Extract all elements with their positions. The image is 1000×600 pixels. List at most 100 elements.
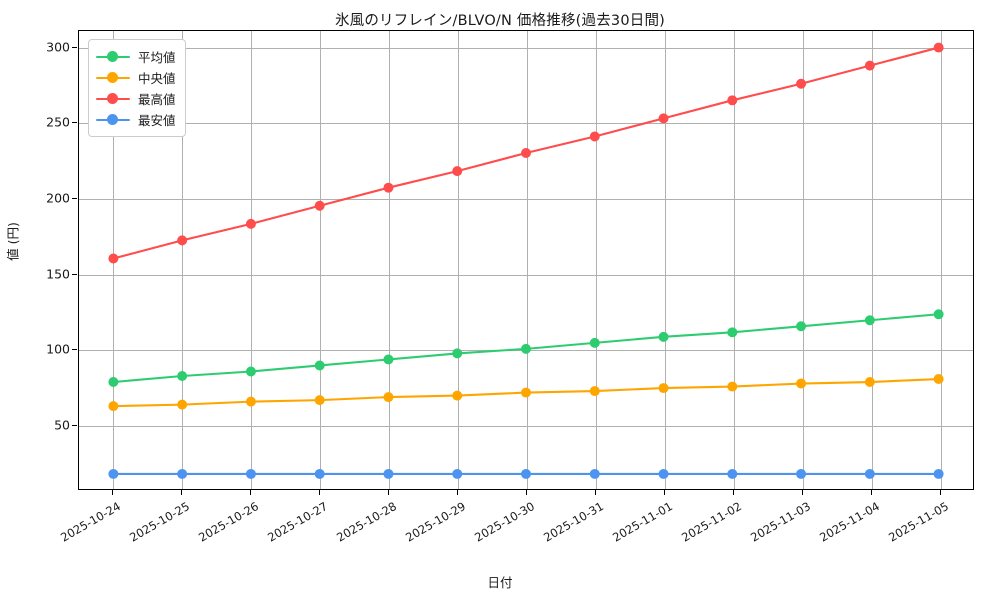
legend-item-3[interactable]: 最安値 bbox=[96, 109, 176, 130]
data-point bbox=[521, 387, 531, 398]
gridline-horizontal bbox=[79, 425, 973, 427]
legend-marker-icon bbox=[96, 113, 130, 127]
y-tick-label: 100 bbox=[46, 341, 70, 357]
gridline-vertical bbox=[940, 31, 942, 489]
data-point bbox=[796, 321, 807, 332]
data-point bbox=[521, 468, 531, 479]
x-tick-label: 2025-11-03 bbox=[747, 499, 813, 545]
chart-legend: 平均値中央値最高値最安値 bbox=[88, 39, 186, 137]
data-point bbox=[383, 468, 394, 479]
x-tick-label: 2025-10-31 bbox=[541, 499, 606, 545]
x-tick-label: 2025-11-02 bbox=[678, 499, 744, 545]
legend-marker-icon bbox=[96, 92, 130, 106]
x-tick-label: 2025-10-28 bbox=[334, 499, 400, 545]
data-point bbox=[727, 327, 738, 338]
legend-label: 中央値 bbox=[138, 71, 176, 86]
data-point bbox=[245, 366, 256, 377]
y-tick-mark bbox=[72, 46, 77, 48]
data-point bbox=[864, 468, 875, 479]
gridline-vertical bbox=[251, 31, 253, 489]
data-point bbox=[383, 392, 394, 403]
data-point bbox=[933, 374, 944, 384]
x-tick-mark bbox=[526, 490, 527, 495]
x-tick-mark bbox=[801, 490, 803, 495]
y-tick-label: 250 bbox=[46, 114, 70, 130]
data-point bbox=[177, 468, 188, 479]
x-tick-mark bbox=[181, 490, 183, 495]
data-point bbox=[589, 337, 600, 348]
x-tick-mark bbox=[112, 490, 114, 495]
data-point bbox=[314, 200, 325, 211]
legend-item-0[interactable]: 平均値 bbox=[96, 46, 176, 67]
data-point bbox=[864, 377, 875, 388]
legend-label: 最高値 bbox=[138, 92, 176, 107]
data-point bbox=[796, 78, 807, 89]
x-tick-label: 2025-10-27 bbox=[265, 499, 331, 545]
gridline-vertical bbox=[458, 31, 460, 489]
y-tick-mark bbox=[72, 349, 77, 351]
x-axis-label: 日付 bbox=[487, 575, 513, 590]
data-point bbox=[108, 253, 119, 264]
gridline-vertical bbox=[320, 31, 322, 489]
data-point bbox=[727, 468, 738, 479]
data-point bbox=[521, 343, 531, 354]
x-tick-label: 2025-10-25 bbox=[127, 499, 193, 545]
data-point bbox=[796, 378, 807, 389]
legend-label: 最安値 bbox=[138, 113, 176, 128]
data-point bbox=[796, 468, 807, 479]
legend-item-1[interactable]: 中央値 bbox=[96, 67, 176, 88]
data-point bbox=[589, 131, 600, 142]
x-tick-label: 2025-10-26 bbox=[196, 499, 262, 545]
data-point bbox=[933, 42, 944, 53]
data-point bbox=[452, 390, 463, 401]
y-tick-mark bbox=[72, 424, 77, 426]
plot-area bbox=[78, 30, 974, 490]
y-tick-mark bbox=[72, 122, 77, 124]
x-tick-mark bbox=[319, 490, 321, 495]
x-tick-label: 2025-10-30 bbox=[472, 499, 537, 545]
y-tick-label: 50 bbox=[54, 417, 70, 433]
gridline-vertical bbox=[664, 31, 666, 489]
data-point bbox=[108, 468, 119, 479]
y-tick-mark bbox=[72, 197, 77, 199]
data-point bbox=[589, 386, 600, 397]
data-point bbox=[658, 113, 669, 124]
data-point bbox=[108, 401, 119, 412]
legend-label: 平均値 bbox=[138, 50, 176, 65]
x-tick-label: 2025-11-04 bbox=[816, 499, 882, 545]
gridline-vertical bbox=[871, 31, 873, 489]
x-tick-mark bbox=[939, 490, 941, 495]
y-tick-label: 300 bbox=[46, 39, 70, 55]
x-tick-mark bbox=[870, 490, 872, 495]
data-point bbox=[727, 381, 738, 392]
data-point bbox=[658, 331, 669, 342]
x-tick-label: 2025-11-01 bbox=[609, 499, 675, 545]
legend-item-2[interactable]: 最高値 bbox=[96, 88, 176, 109]
x-tick-mark bbox=[663, 490, 665, 495]
x-tick-label: 2025-11-05 bbox=[885, 499, 951, 545]
data-point bbox=[245, 396, 256, 407]
data-point bbox=[452, 468, 463, 479]
x-tick-mark bbox=[732, 490, 734, 495]
data-point bbox=[108, 377, 119, 388]
data-point bbox=[452, 348, 463, 359]
data-point bbox=[245, 468, 256, 479]
x-tick-mark bbox=[594, 490, 596, 495]
x-tick-label: 2025-10-29 bbox=[403, 499, 469, 545]
data-point bbox=[521, 148, 531, 159]
gridline-vertical bbox=[527, 31, 528, 489]
data-point bbox=[658, 383, 669, 394]
data-point bbox=[314, 360, 325, 371]
y-tick-label: 200 bbox=[46, 190, 70, 206]
data-point bbox=[589, 468, 600, 479]
data-point bbox=[314, 395, 325, 406]
y-tick-label: 150 bbox=[46, 266, 70, 282]
gridline-vertical bbox=[733, 31, 735, 489]
data-point bbox=[933, 309, 944, 320]
data-point bbox=[658, 468, 669, 479]
data-point bbox=[177, 235, 188, 246]
data-point bbox=[383, 354, 394, 365]
y-axis-tick-labels: 50 100 150 200 250 300 bbox=[20, 30, 70, 490]
legend-marker-icon bbox=[96, 71, 130, 85]
